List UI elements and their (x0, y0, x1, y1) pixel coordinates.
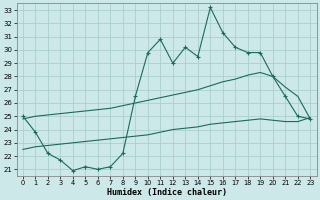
X-axis label: Humidex (Indice chaleur): Humidex (Indice chaleur) (107, 188, 227, 197)
